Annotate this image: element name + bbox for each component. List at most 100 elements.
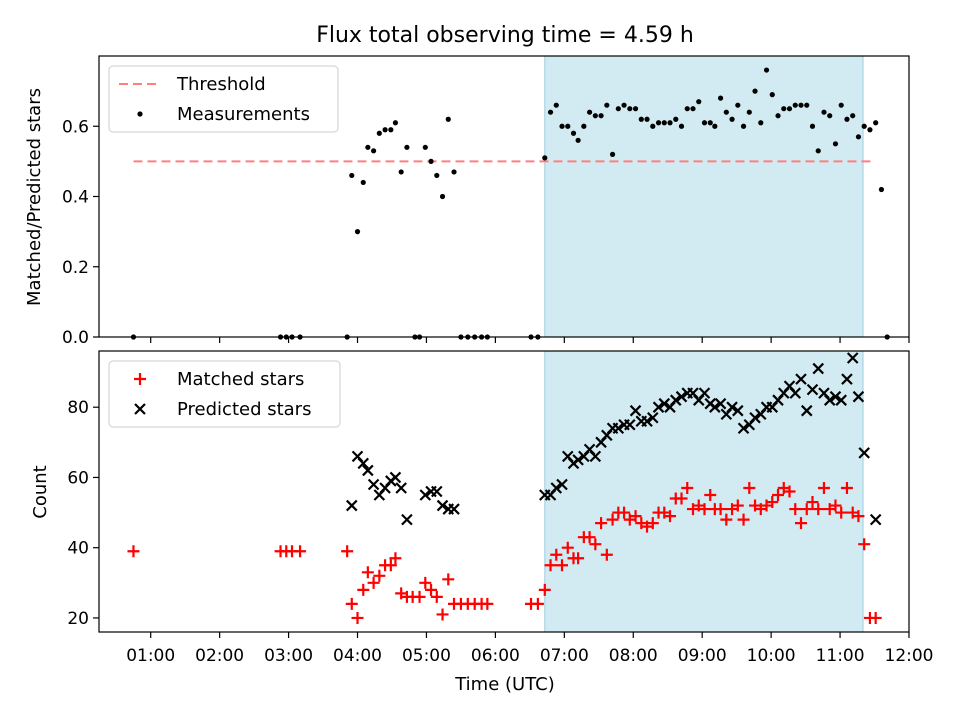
predicted-star-point <box>698 387 711 399</box>
matched-star-point <box>367 576 380 589</box>
measurement-point <box>763 67 770 73</box>
matched-star-point <box>589 538 602 551</box>
measurement-point <box>655 120 662 126</box>
matched-star-point <box>544 559 557 572</box>
x-axis-label: Time (UTC) <box>454 674 555 695</box>
matched-star-point <box>127 545 140 558</box>
x-tick-label: 09:00 <box>678 646 727 666</box>
predicted-star-point <box>345 499 358 512</box>
matched-star-point <box>772 489 785 502</box>
predicted-star-point <box>726 401 738 413</box>
ratio-panel: 0.0 0.2 0.4 0.6 Matched/Predicted stars Thr… <box>24 55 910 348</box>
predicted-star-point <box>556 478 568 491</box>
matched-star-point <box>743 481 756 494</box>
measurement-point <box>873 120 879 126</box>
predicted-star-point <box>658 397 671 410</box>
predicted-star-point <box>823 394 836 406</box>
matched-star-point <box>737 513 750 526</box>
x-tick-label: 04:00 <box>333 646 382 666</box>
measurement-point <box>684 106 690 112</box>
measurement-point <box>752 88 758 94</box>
x-tick-label: 12:00 <box>885 646 934 666</box>
measurement-point <box>434 172 440 179</box>
matched-star-point <box>629 510 642 523</box>
measurement-point <box>404 144 410 150</box>
measurement-points <box>130 67 890 340</box>
matched-star-point <box>840 481 853 494</box>
measurement-point <box>451 169 457 175</box>
matched-star-point <box>800 503 813 516</box>
matched-star-point <box>714 503 727 516</box>
measurement-point <box>758 120 764 126</box>
measurement-point <box>365 144 371 150</box>
ratio-legend-box <box>108 65 339 133</box>
measurement-point <box>354 229 361 235</box>
matched-star-point <box>389 552 402 565</box>
observing-interval-shade <box>544 55 864 338</box>
matched-star-point <box>531 597 544 610</box>
predicted-star-point <box>675 390 688 403</box>
measurement-point <box>746 109 752 115</box>
predicted-star-point <box>550 482 563 494</box>
measurement-point <box>581 123 587 129</box>
predicted-star-point <box>362 464 374 477</box>
matched-star-point <box>720 513 733 526</box>
predicted-star-point <box>795 373 807 385</box>
predicted-star-point <box>846 352 859 364</box>
matched-star-point <box>618 506 631 519</box>
measurement-point <box>827 113 833 119</box>
count-plot-frame <box>98 350 910 633</box>
y-tick-label: 40 <box>67 539 89 559</box>
predicted-star-point <box>448 503 460 515</box>
measurement-point <box>553 102 559 108</box>
predicted-star-point <box>714 397 727 410</box>
predicted-star-point <box>647 411 659 424</box>
measurement-point <box>809 123 816 129</box>
y-tick-label: 60 <box>67 468 89 488</box>
matched-star-point <box>413 590 426 603</box>
matched-star-point <box>345 597 358 610</box>
measurement-point <box>667 120 673 126</box>
legend-measurements-label: Measurements <box>177 104 310 125</box>
matched-star-point <box>442 573 455 586</box>
measurement-point <box>696 99 702 105</box>
ratio-legend: Threshold Measurements <box>108 65 339 133</box>
measurement-point <box>445 116 451 122</box>
predicted-star-point <box>652 401 665 413</box>
measurement-point <box>775 113 781 119</box>
matched-star-point <box>698 503 711 516</box>
matched-star-point <box>595 517 608 530</box>
matched-star-point <box>852 510 865 523</box>
measurement-point <box>798 102 804 108</box>
x-tick-label: 06:00 <box>471 646 520 666</box>
measurement-point <box>878 186 885 193</box>
predicted-star-point <box>835 394 847 406</box>
measurement-point <box>650 123 656 129</box>
measurement-point <box>717 95 724 101</box>
measurement-point <box>678 123 685 129</box>
measurement-point <box>821 109 827 115</box>
y-tick-label: 0.2 <box>62 258 89 278</box>
matched-star-point <box>681 481 694 494</box>
measurement-point <box>786 106 793 112</box>
measurement-point <box>376 130 382 136</box>
legend-predicted-swatch <box>134 403 146 415</box>
predicted-star-point <box>737 422 750 435</box>
matched-star-point <box>806 496 819 509</box>
matched-star-point <box>731 499 744 512</box>
measurement-point <box>861 123 867 129</box>
measurement-point <box>701 120 708 126</box>
matched-star-point <box>783 485 796 498</box>
count-legend-box <box>108 360 341 428</box>
measurement-point <box>690 106 696 112</box>
measurement-point <box>844 116 850 122</box>
matched-star-points <box>127 481 882 624</box>
predicted-star-point <box>401 513 413 526</box>
measurement-point <box>832 141 839 147</box>
matched-star-point <box>829 499 842 512</box>
predicted-star-point <box>572 454 584 466</box>
x-tick-label: 05:00 <box>402 646 451 666</box>
matched-star-point <box>357 583 370 596</box>
matched-star-point <box>294 545 307 558</box>
matched-star-point <box>835 506 848 519</box>
